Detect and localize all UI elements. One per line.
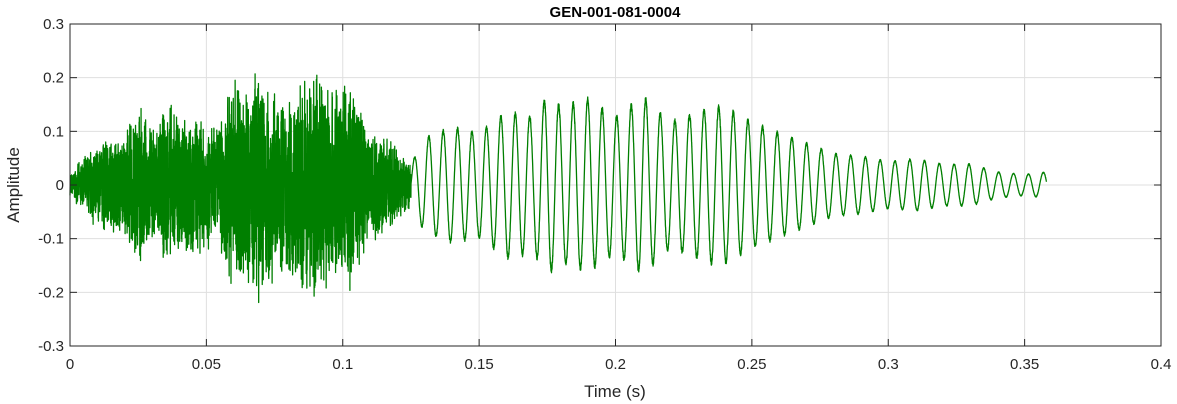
x-tick-label: 0.4 bbox=[1151, 356, 1172, 373]
x-tick-label: 0.1 bbox=[332, 356, 353, 373]
waveform-series bbox=[69, 73, 1048, 304]
y-tick-label: 0.2 bbox=[43, 70, 64, 87]
y-tick-label: -0.1 bbox=[38, 231, 64, 248]
x-tick-label: 0.25 bbox=[737, 356, 766, 373]
y-tick-label: 0 bbox=[56, 177, 64, 194]
y-axis-label: Amplitude bbox=[4, 147, 23, 223]
chart-title: GEN-001-081-0004 bbox=[550, 4, 682, 21]
y-tick-label: -0.3 bbox=[38, 338, 64, 355]
x-tick-label: 0.15 bbox=[465, 356, 494, 373]
y-tick-label: -0.2 bbox=[38, 284, 64, 301]
axis-ticks: 0 0.05 0.1 0.15 0.2 0.25 0.3 0.35 0.4 -0.3 -0.2 -0.… bbox=[38, 16, 1171, 373]
x-tick-label: 0.3 bbox=[878, 356, 899, 373]
waveform-line bbox=[69, 73, 1048, 304]
x-tick-label: 0 bbox=[66, 356, 74, 373]
x-tick-label: 0.35 bbox=[1010, 356, 1039, 373]
y-tick-label: 0.1 bbox=[43, 123, 64, 140]
x-axis-label: Time (s) bbox=[584, 382, 646, 401]
y-tick-label: 0.3 bbox=[43, 16, 64, 33]
x-tick-label: 0.05 bbox=[192, 356, 221, 373]
x-tick-label: 0.2 bbox=[605, 356, 626, 373]
